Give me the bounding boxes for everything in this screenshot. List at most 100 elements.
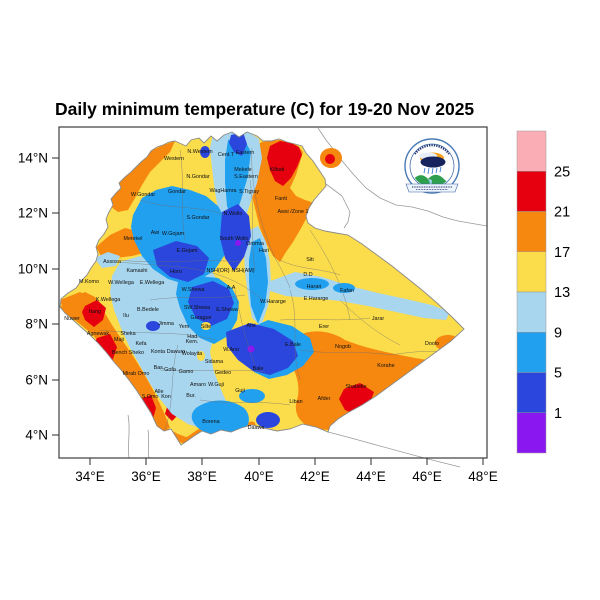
region-label: Sidama bbox=[205, 359, 223, 365]
colorbar-boundary-label: 5 bbox=[554, 366, 562, 382]
region-label: Kem. bbox=[186, 339, 199, 345]
region-label: W.Shewa bbox=[182, 287, 205, 293]
region-label: Erer bbox=[319, 324, 329, 330]
region-label: Cent.T bbox=[218, 152, 235, 158]
region-label: Shabelle bbox=[346, 384, 367, 390]
region-label: SW.Shewa bbox=[184, 305, 210, 311]
colorbar-cell bbox=[516, 211, 547, 252]
ethiopia-outline bbox=[59, 131, 465, 446]
region-label: Oromia bbox=[246, 241, 264, 247]
region-label: Assosa bbox=[103, 259, 121, 265]
region-label: NSH(OR) bbox=[206, 268, 229, 274]
colorbar-boundary-label: 13 bbox=[554, 285, 570, 301]
region-label: Daawa bbox=[248, 425, 265, 431]
region-label: Harari bbox=[307, 284, 322, 290]
y-axis-tick-label: 4°N bbox=[25, 428, 48, 443]
region-label: Nuwer bbox=[64, 316, 80, 322]
colorbar-boundary-label: 17 bbox=[554, 245, 570, 261]
colorbar-cell bbox=[516, 251, 547, 293]
region-label: K.Wellega bbox=[96, 297, 120, 303]
region-label: Nogob bbox=[335, 344, 351, 350]
region-label: Yem bbox=[179, 324, 190, 330]
region-label: S.Omo bbox=[142, 394, 159, 400]
region-label: E.Wellega bbox=[140, 280, 164, 286]
region-label: Liban bbox=[289, 399, 302, 405]
region-label: Metekel bbox=[124, 236, 143, 242]
x-axis-tick-label: 38°E bbox=[187, 469, 216, 484]
region-label: Agnewak bbox=[87, 331, 109, 337]
colorbar-cell bbox=[516, 332, 547, 373]
colorbar-cell bbox=[516, 372, 547, 413]
x-axis-tick-label: 48°E bbox=[468, 469, 497, 484]
region-label: W.Gojam bbox=[162, 231, 185, 237]
region-label: Gedeo bbox=[215, 370, 231, 376]
region-label: E.Hararge bbox=[304, 296, 329, 302]
region-label: Gurague bbox=[191, 315, 212, 321]
colorbar-cell bbox=[516, 291, 547, 333]
region-label: Konta bbox=[151, 349, 165, 355]
page-title: Daily minimum temperature (C) for 19-20 … bbox=[55, 99, 475, 119]
region-label: E.Bale bbox=[285, 342, 301, 348]
y-axis-tick-label: 14°N bbox=[18, 151, 48, 166]
region-label: Bale bbox=[253, 366, 264, 372]
region-label: Awsi /Zone 1 bbox=[277, 209, 308, 215]
ethiopian-met-institute-logo-icon bbox=[404, 138, 460, 194]
region-label: N.Western bbox=[187, 149, 212, 155]
region-label: B.Bedele bbox=[137, 307, 159, 313]
y-axis-tick-label: 8°N bbox=[25, 317, 48, 332]
region-label: Maji bbox=[114, 337, 124, 343]
region-label: Sheka bbox=[120, 331, 135, 337]
region-label: Borena bbox=[202, 419, 219, 425]
region-label: Jimma bbox=[158, 321, 174, 327]
x-axis-tick-label: 42°E bbox=[300, 469, 329, 484]
region-label: NSH(AM) bbox=[231, 268, 254, 274]
colorbar-boundary-label: 25 bbox=[554, 164, 570, 180]
region-label: D.D bbox=[303, 272, 312, 278]
region-label: Korahe bbox=[377, 363, 394, 369]
temperature-colorbar: 25 21 17 13 9 5 1 bbox=[516, 130, 570, 454]
region-label: Guji bbox=[235, 388, 245, 394]
region-label: A.A bbox=[227, 285, 236, 291]
region-label: Fanti bbox=[275, 196, 287, 202]
region-label: Gondar bbox=[168, 189, 186, 195]
region-label: W.Arsi bbox=[223, 347, 239, 353]
region-label: Mekele bbox=[234, 167, 251, 173]
region-label: Hari bbox=[259, 248, 269, 254]
region-label: S.Eastern bbox=[234, 174, 258, 180]
danakil-isolated-patch bbox=[320, 148, 342, 168]
region-label: Dawuro bbox=[167, 349, 186, 355]
region-label: N.Gondar bbox=[186, 174, 210, 180]
x-axis-tick-label: 34°E bbox=[75, 469, 104, 484]
region-label: Bur. bbox=[186, 393, 196, 399]
colorbar-cell bbox=[516, 171, 547, 212]
region-label: Afder bbox=[318, 396, 331, 402]
map-frame bbox=[58, 126, 488, 459]
y-axis-tick-label: 12°N bbox=[18, 206, 48, 221]
region-label: WagHamra bbox=[209, 188, 236, 194]
region-label: W.Hararge bbox=[260, 299, 286, 305]
region-label: Bench Sheko bbox=[112, 350, 144, 356]
region-label: Wolayita bbox=[182, 351, 203, 357]
region-label: Bas. bbox=[154, 365, 165, 371]
x-axis-tick-label: 36°E bbox=[131, 469, 160, 484]
colorbar-cell bbox=[516, 130, 547, 172]
colorbar-boundary-label: 1 bbox=[554, 406, 562, 422]
region-label: Kamashi bbox=[127, 268, 148, 274]
region-label: S.Gondar bbox=[186, 215, 209, 221]
region-label: Had. bbox=[187, 334, 198, 340]
colorbar-cell bbox=[516, 412, 547, 454]
region-label: Itang bbox=[89, 309, 101, 315]
region-label: Kon bbox=[161, 394, 171, 400]
region-label: Gamo bbox=[179, 369, 194, 375]
region-label: E.Shewa bbox=[216, 307, 238, 313]
region-label: Eastern bbox=[236, 150, 255, 156]
axes: 34°E 36°E 38°E 40°E 42°E 44°E 46°E 48°E 14°N 12°N… bbox=[18, 151, 498, 485]
region-label: Siti bbox=[306, 257, 314, 263]
region-label: E.Gojam bbox=[177, 248, 198, 254]
x-axis-tick-label: 44°E bbox=[356, 469, 385, 484]
region-label: Amaro bbox=[190, 382, 206, 388]
region-label: Fafan bbox=[340, 288, 354, 294]
